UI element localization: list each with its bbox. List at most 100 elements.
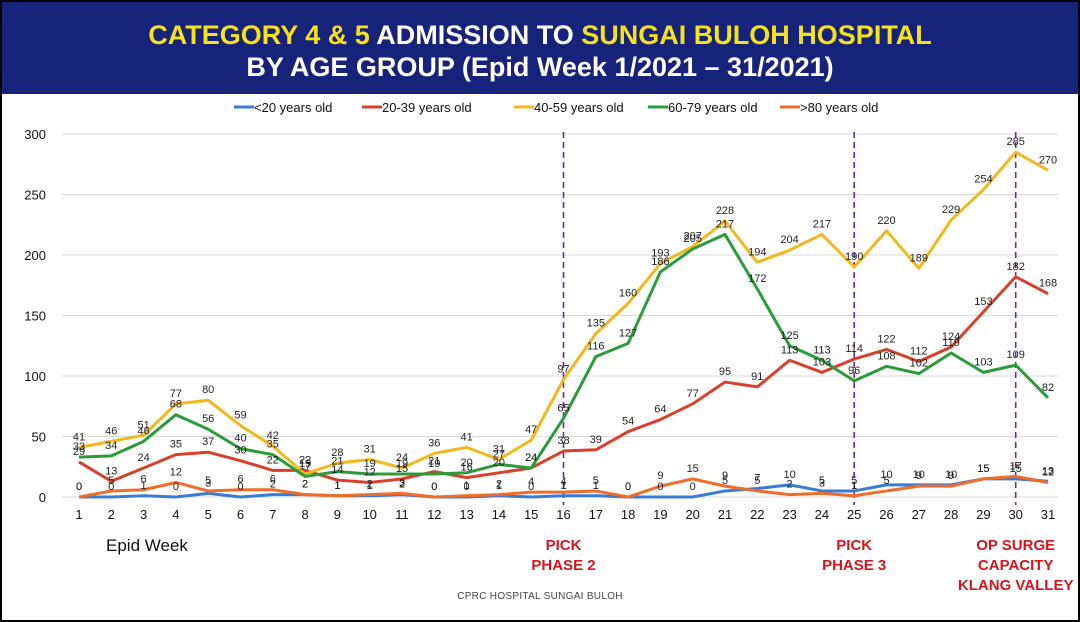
- data-label: 96: [848, 365, 860, 377]
- annotation-line: CAPACITY: [977, 557, 1054, 574]
- data-label: 228: [716, 205, 734, 217]
- data-label: 6: [141, 474, 147, 486]
- data-label: 24: [525, 452, 537, 464]
- data-label: 51: [137, 419, 149, 431]
- data-label: 270: [1039, 154, 1057, 166]
- data-label: 116: [587, 341, 605, 353]
- x-tick-label: 24: [815, 507, 829, 522]
- x-tick-label: 5: [205, 507, 212, 522]
- data-label: 0: [108, 481, 114, 493]
- data-label: 113: [813, 344, 831, 356]
- data-label: 68: [170, 399, 182, 411]
- data-label: 1: [367, 480, 373, 492]
- data-label: 35: [170, 439, 182, 451]
- data-label: 19: [396, 458, 408, 470]
- legend-entry: 20-39 years old: [382, 100, 472, 115]
- data-label: 3: [399, 477, 405, 489]
- data-label: 24: [137, 452, 149, 464]
- annotation-op-surge: OP SURGE CAPACITY KLANG VALLEY: [956, 536, 1076, 596]
- data-label: 95: [719, 366, 731, 378]
- data-label: 0: [657, 481, 663, 493]
- x-tick-label: 29: [976, 507, 990, 522]
- data-label: 0: [464, 481, 470, 493]
- x-tick-label: 19: [653, 507, 667, 522]
- y-tick-label: 200: [24, 248, 46, 263]
- data-label: 15: [977, 463, 989, 475]
- data-label: 0: [237, 481, 243, 493]
- x-tick-label: 30: [1008, 507, 1022, 522]
- data-label: 285: [1007, 136, 1025, 148]
- data-label: 42: [267, 430, 279, 442]
- x-tick-label: 13: [459, 507, 473, 522]
- data-label: 0: [76, 481, 82, 493]
- annotation-line: PHASE 2: [531, 557, 596, 574]
- legend-entry: 60-79 years old: [668, 100, 758, 115]
- annotation-pick-phase-2: PICK PHASE 2: [504, 536, 624, 576]
- x-tick-label: 14: [492, 507, 506, 522]
- data-label: 4: [560, 476, 566, 488]
- data-label: 5: [819, 475, 825, 487]
- data-label: 47: [525, 424, 537, 436]
- data-label: 103: [813, 356, 831, 368]
- data-label: 153: [974, 296, 992, 308]
- data-label: 3: [205, 477, 211, 489]
- data-label: 10: [945, 469, 957, 481]
- x-tick-label: 12: [427, 507, 441, 522]
- data-label: 31: [364, 443, 376, 455]
- data-label: 160: [619, 287, 637, 299]
- data-label: 20: [493, 457, 505, 469]
- data-label: 91: [751, 371, 763, 383]
- data-label: 1: [560, 480, 566, 492]
- data-label: 54: [622, 416, 634, 428]
- data-label: 182: [1007, 261, 1025, 273]
- data-label: 40: [234, 433, 246, 445]
- data-label: 109: [1007, 349, 1025, 361]
- x-tick-label: 18: [621, 507, 635, 522]
- x-tick-label: 1: [75, 507, 82, 522]
- chart-title: CATEGORY 4 & 5 ADMISSION TO SUNGAI BULOH…: [2, 20, 1078, 50]
- data-label: 1: [334, 480, 340, 492]
- data-label: 41: [460, 431, 472, 443]
- data-label: 15: [977, 463, 989, 475]
- series-line: [78, 232, 1050, 478]
- series-line: [78, 275, 1049, 484]
- data-label: 2: [367, 479, 373, 491]
- annotation-line: PHASE 3: [822, 557, 887, 574]
- data-label: 10: [783, 469, 795, 481]
- data-label: 3: [819, 477, 825, 489]
- data-label: 9: [657, 470, 663, 482]
- data-label: 15: [396, 463, 408, 475]
- data-label: 0: [431, 481, 437, 493]
- data-label: 80: [202, 384, 214, 396]
- data-label: 102: [910, 358, 928, 370]
- x-tick-label: 16: [556, 507, 570, 522]
- data-label: 28: [331, 447, 343, 459]
- data-label: 56: [202, 413, 214, 425]
- data-label: 21: [428, 456, 440, 468]
- data-label: 217: [716, 218, 734, 230]
- title-hospital: SUNGAI BULOH HOSPITAL: [581, 20, 932, 50]
- data-label: 22: [299, 454, 311, 466]
- legend-entry: <20 years old: [254, 100, 332, 115]
- data-label: 114: [845, 343, 863, 355]
- data-label: 41: [73, 431, 85, 443]
- x-tick-label: 21: [718, 507, 732, 522]
- x-tick-label: 4: [172, 507, 179, 522]
- data-label: 103: [974, 356, 992, 368]
- data-label: 64: [654, 404, 666, 416]
- x-tick-label: 25: [847, 507, 861, 522]
- series-line: [78, 150, 1049, 476]
- data-label: 5: [593, 475, 599, 487]
- data-label: 204: [780, 234, 798, 246]
- data-label: 17: [1010, 460, 1022, 472]
- data-label: 5: [851, 475, 857, 487]
- x-tick-label: 17: [589, 507, 603, 522]
- data-label: 190: [845, 251, 863, 263]
- data-label: 127: [619, 327, 637, 339]
- data-label: 37: [202, 436, 214, 448]
- title-admission: ADMISSION TO: [369, 20, 582, 50]
- data-label: 194: [748, 246, 766, 258]
- y-tick-label: 0: [39, 490, 46, 505]
- data-label: 20: [460, 457, 472, 469]
